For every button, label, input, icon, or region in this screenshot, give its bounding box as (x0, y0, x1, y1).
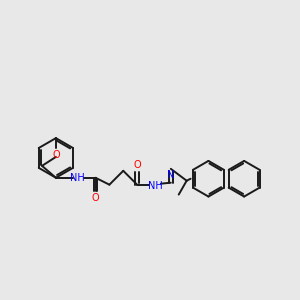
Text: NH: NH (148, 181, 162, 191)
Text: O: O (92, 193, 99, 202)
Text: O: O (133, 160, 141, 170)
Text: O: O (52, 150, 60, 160)
Text: N: N (167, 170, 175, 180)
Text: NH: NH (70, 173, 85, 183)
